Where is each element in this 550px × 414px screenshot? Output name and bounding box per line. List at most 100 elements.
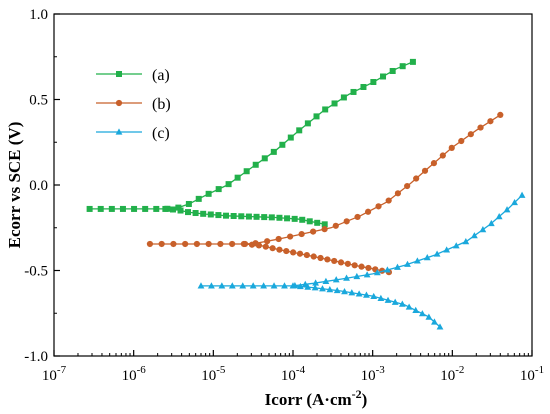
series-3-point bbox=[418, 310, 426, 317]
series-1-point bbox=[207, 211, 214, 218]
y-tick-label: 1.0 bbox=[29, 7, 48, 23]
series-2-point bbox=[324, 256, 331, 263]
series-2-point bbox=[296, 250, 304, 257]
series-3-point bbox=[326, 286, 334, 293]
series-1-point bbox=[304, 120, 311, 127]
series-3-point bbox=[377, 294, 385, 301]
series-3-point bbox=[423, 254, 431, 261]
series-3-point bbox=[304, 283, 312, 290]
series-3-point bbox=[296, 282, 304, 290]
legend-marker bbox=[115, 99, 123, 107]
legend: (a) (b) (c) bbox=[96, 67, 171, 142]
series-1-point bbox=[185, 200, 192, 207]
series-1-point bbox=[243, 168, 250, 175]
series-1-point bbox=[399, 63, 406, 70]
x-tick-label: 10-2 bbox=[440, 364, 464, 384]
series-3-point bbox=[452, 242, 460, 249]
series-1-point bbox=[108, 205, 115, 212]
series-3-point bbox=[384, 266, 391, 273]
legend-item-1: (a) bbox=[96, 67, 170, 84]
series-3-point bbox=[218, 282, 226, 289]
series-1-point bbox=[389, 67, 396, 74]
series-1-point bbox=[350, 88, 357, 95]
series-2-point bbox=[394, 190, 402, 197]
series-3-point bbox=[332, 276, 340, 283]
series-1-point bbox=[234, 174, 241, 181]
series-3-point bbox=[436, 323, 444, 330]
series-3-point bbox=[433, 250, 441, 257]
series-3-point bbox=[425, 313, 433, 320]
series-2-point bbox=[317, 254, 324, 262]
plot-frame bbox=[53, 13, 533, 357]
series-2-point bbox=[170, 240, 177, 248]
series-3-point bbox=[518, 191, 526, 198]
series-3-point bbox=[353, 272, 361, 280]
legend-label: (b) bbox=[152, 96, 171, 113]
series-3-point bbox=[373, 269, 381, 276]
series-2-point bbox=[439, 152, 446, 159]
series-2-point bbox=[275, 235, 282, 243]
series-1-point bbox=[252, 161, 259, 168]
series-2-point bbox=[404, 182, 411, 190]
series-1-point bbox=[200, 210, 207, 217]
series-1-point bbox=[97, 205, 104, 212]
series-1-point bbox=[86, 205, 93, 212]
legend-item-2: (b) bbox=[96, 96, 171, 113]
series-3-point bbox=[341, 287, 348, 295]
series-1-point bbox=[299, 216, 306, 223]
series-3-point bbox=[398, 300, 406, 307]
series-3-point bbox=[348, 289, 356, 296]
series-3-branch-1-line bbox=[201, 194, 523, 287]
x-tick-label: 10-6 bbox=[122, 364, 147, 384]
series-2-point bbox=[264, 238, 271, 245]
series-3-point bbox=[431, 318, 438, 325]
series-1-point bbox=[169, 206, 176, 213]
series-2-point bbox=[413, 175, 420, 182]
series-1-point bbox=[119, 205, 126, 212]
series-3-point bbox=[413, 257, 421, 264]
series-2-point bbox=[310, 253, 317, 260]
x-tick-label: 10-1 bbox=[520, 364, 544, 384]
series-3-point bbox=[479, 226, 487, 233]
series-3-point bbox=[412, 306, 420, 313]
series-1-point bbox=[321, 221, 328, 228]
series-2-point bbox=[354, 213, 361, 221]
series-2-point bbox=[241, 240, 249, 248]
series-3-point bbox=[355, 290, 363, 297]
y-axis-title: Ecorr vs SCE (V) bbox=[5, 122, 24, 249]
series-2-point bbox=[375, 203, 382, 210]
series-3-point bbox=[405, 303, 413, 310]
plot-area bbox=[86, 58, 526, 330]
series-2-point bbox=[229, 240, 236, 248]
legend-marker bbox=[115, 128, 123, 135]
series-1-point bbox=[287, 134, 294, 141]
series-1-branch-1-line bbox=[89, 61, 414, 210]
series-1-point bbox=[185, 209, 192, 216]
series-2-point bbox=[477, 124, 484, 131]
x-tick-label: 10-5 bbox=[201, 364, 226, 384]
series-3-point bbox=[495, 213, 503, 220]
series-1-point bbox=[223, 212, 230, 219]
series-3-point bbox=[228, 282, 236, 289]
series-2-point bbox=[269, 245, 276, 252]
series-2-point bbox=[385, 197, 392, 204]
series-2-point bbox=[358, 263, 365, 270]
series-3-point bbox=[487, 219, 495, 227]
series-2-point bbox=[458, 137, 465, 145]
series-3-point bbox=[443, 246, 451, 253]
series-1-point bbox=[409, 58, 416, 65]
series-3-point bbox=[343, 274, 350, 281]
series-1-point bbox=[238, 213, 245, 220]
series-3-point bbox=[363, 291, 370, 298]
series-2-point bbox=[497, 111, 504, 118]
series-1-point bbox=[225, 181, 232, 188]
series-2-point bbox=[303, 251, 310, 259]
series-3-point bbox=[394, 263, 401, 270]
series-2-point bbox=[351, 262, 358, 269]
series-1-point bbox=[142, 205, 149, 212]
series-1-point bbox=[162, 205, 169, 212]
legend-label: (a) bbox=[152, 67, 170, 84]
series-3-point bbox=[319, 285, 326, 292]
series-1-point bbox=[322, 106, 329, 113]
